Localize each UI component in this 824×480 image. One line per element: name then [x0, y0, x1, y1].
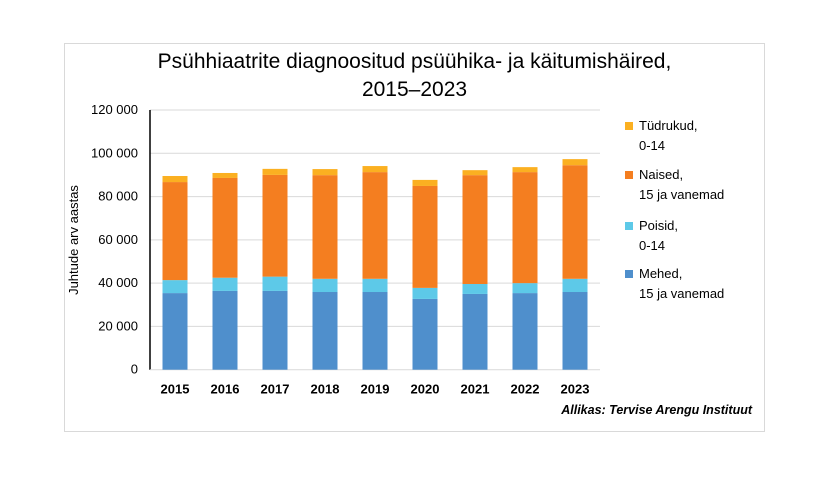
legend-item: Mehed, 15 ja vanemad	[625, 264, 725, 304]
legend-swatch	[625, 222, 633, 230]
bar-segment	[362, 278, 388, 293]
legend-label: Tüdrukud, 0-14	[639, 118, 698, 153]
legend-label: Poisid, 0-14	[639, 218, 679, 253]
bar-segment	[312, 169, 338, 176]
bar-segment	[362, 172, 388, 279]
bar-segment	[412, 185, 438, 288]
bar-segment	[512, 167, 538, 173]
x-tick-label: 2017	[261, 382, 290, 397]
bar-segment	[212, 177, 238, 278]
bar-segment	[312, 175, 338, 279]
x-tick-label: 2015	[161, 382, 190, 397]
bar-segment	[162, 182, 188, 281]
bar-segment	[462, 293, 488, 370]
y-tick-label: 20 000	[98, 318, 138, 333]
y-tick-label: 0	[131, 362, 138, 377]
y-tick-label: 60 000	[98, 232, 138, 247]
bar-segment	[412, 287, 438, 299]
bar-segment	[362, 166, 388, 173]
legend-label: Naised, 15 ja vanemad	[639, 167, 725, 202]
bar-segment	[562, 278, 588, 293]
legend-swatch	[625, 171, 633, 179]
legend-label: Mehed, 15 ja vanemad	[639, 266, 725, 301]
y-tick-label: 80 000	[98, 189, 138, 204]
bar-segment	[562, 292, 588, 370]
bar-segment	[412, 179, 438, 186]
y-tick-label: 120 000	[91, 102, 138, 117]
legend-swatch	[625, 270, 633, 278]
bar-segment	[462, 175, 488, 284]
bar-segment	[312, 278, 338, 293]
x-tick-label: 2020	[411, 382, 440, 397]
chart-frame	[64, 43, 765, 432]
legend-item: Naised, 15 ja vanemad	[625, 165, 725, 205]
chart-title: Psühhiaatrite diagnoositud psüühika- ja …	[157, 50, 672, 101]
bar-segment	[312, 292, 338, 370]
bar-segment	[512, 283, 538, 294]
y-tick-label: 100 000	[91, 145, 138, 160]
y-axis-label: Juhtude arv aastas	[66, 185, 81, 295]
legend-swatch	[625, 122, 633, 130]
x-tick-label: 2023	[561, 382, 590, 397]
bar-segment	[562, 159, 588, 166]
bar-segment	[262, 174, 288, 277]
bar-segment	[162, 293, 188, 370]
x-tick-label: 2018	[311, 382, 340, 397]
bar-segment	[262, 168, 288, 175]
bar-segment	[262, 276, 288, 291]
bar-segment	[262, 290, 288, 370]
bar-segment	[162, 280, 188, 294]
legend-item: Poisid, 0-14	[625, 216, 679, 256]
x-tick-label: 2022	[511, 382, 540, 397]
bar-segment	[212, 277, 238, 291]
bar-segment	[212, 172, 238, 178]
y-tick-label: 40 000	[98, 275, 138, 290]
legend-item: Tüdrukud, 0-14	[625, 116, 698, 156]
bar-segment	[412, 298, 438, 370]
x-tick-label: 2016	[211, 382, 240, 397]
bar-segment	[462, 170, 488, 176]
x-tick-label: 2019	[361, 382, 390, 397]
bar-segment	[462, 283, 488, 294]
bar-segment	[512, 172, 538, 284]
bar-segment	[212, 290, 238, 370]
x-tick-label: 2021	[461, 382, 490, 397]
bar-segment	[362, 292, 388, 370]
bar-segment	[562, 165, 588, 279]
source-note: Allikas: Tervise Arengu Instituut	[561, 403, 752, 417]
bar-segment	[512, 293, 538, 370]
bar-segment	[162, 176, 188, 183]
